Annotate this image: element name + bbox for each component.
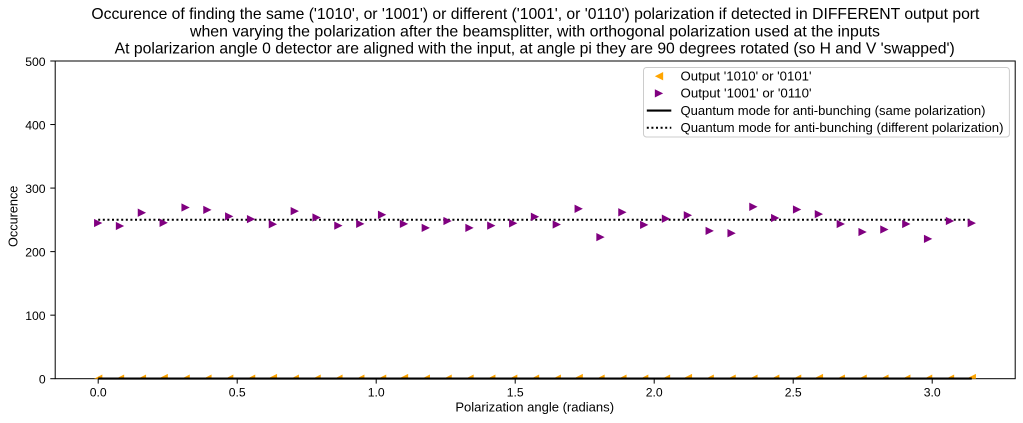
svg-text:Polarization angle (radians): Polarization angle (radians) (455, 400, 614, 415)
svg-text:when varying the polarization: when varying the polarization after the … (189, 23, 880, 40)
svg-text:1.5: 1.5 (507, 385, 524, 399)
svg-text:Occurence of finding the same: Occurence of finding the same ('1010', o… (91, 6, 980, 23)
svg-text:0.5: 0.5 (229, 385, 246, 399)
svg-text:300: 300 (25, 182, 46, 196)
svg-text:Occurence: Occurence (5, 186, 20, 247)
svg-text:0.0: 0.0 (90, 385, 107, 399)
svg-text:2.5: 2.5 (785, 385, 802, 399)
svg-text:1.0: 1.0 (368, 385, 385, 399)
svg-text:100: 100 (25, 309, 46, 323)
svg-text:200: 200 (25, 245, 46, 259)
svg-text:Quantum mode for anti-bunching: Quantum mode for anti-bunching (differen… (681, 120, 1004, 135)
svg-text:2.0: 2.0 (646, 385, 663, 399)
svg-text:0: 0 (39, 373, 46, 387)
svg-text:Output '1001' or '0110': Output '1001' or '0110' (681, 86, 812, 101)
svg-text:500: 500 (25, 55, 46, 69)
svg-text:Quantum mode for anti-bunching: Quantum mode for anti-bunching (same pol… (681, 103, 986, 118)
svg-text:400: 400 (25, 118, 46, 132)
svg-text:3.0: 3.0 (924, 385, 941, 399)
svg-text:At polarizarion angle 0 detect: At polarizarion angle 0 detector are ali… (115, 40, 955, 57)
svg-text:Output '1010' or '0101': Output '1010' or '0101' (681, 68, 812, 83)
